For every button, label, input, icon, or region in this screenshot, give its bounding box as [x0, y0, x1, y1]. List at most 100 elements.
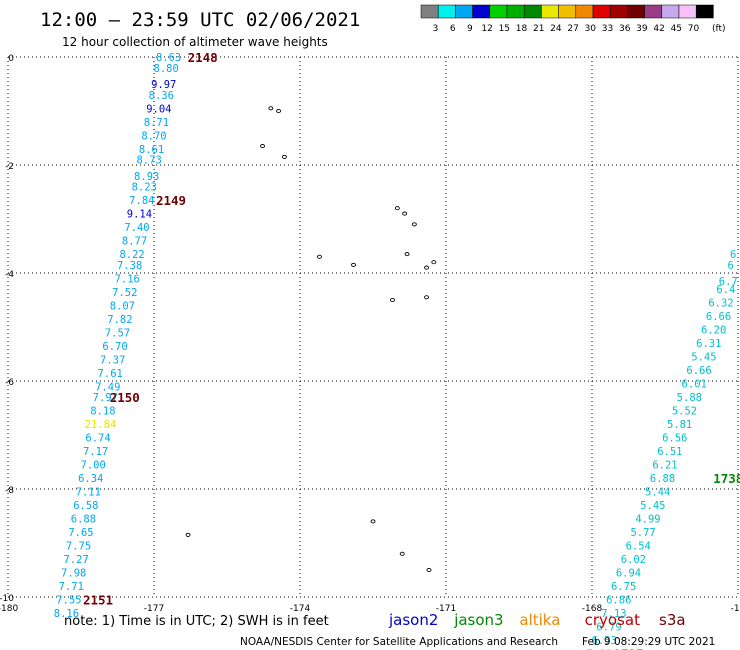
satellite-tracks: 8.638.80 9.978.369.04 8.718.70 8.618.73 8.93…: [54, 50, 740, 650]
map-grid: [7, 56, 739, 598]
lon-tick-label: -174: [290, 604, 311, 614]
swh-value-label: 8.70: [141, 130, 166, 142]
legend-swatch: [558, 4, 577, 19]
swh-value-label: 6.58: [73, 500, 98, 512]
swh-value-label: 6: [728, 260, 734, 272]
swh-value-label: 7.55: [56, 595, 81, 607]
swh-value-label: 8.63: [156, 52, 181, 64]
legend-label: 15: [499, 24, 510, 34]
swh-value-label: 6.66: [706, 311, 731, 323]
legend-swatch: [695, 4, 714, 19]
legend-label: 9: [467, 24, 473, 34]
swh-value-label: 21.84: [85, 419, 117, 431]
island-outline: [390, 297, 395, 303]
island-outline: [185, 532, 191, 537]
lat-tick-label: -6: [5, 378, 14, 388]
swh-value-label: 6.31: [696, 338, 721, 350]
swh-value-label: 6.32: [708, 298, 733, 310]
swh-value-label: 4.99: [635, 514, 660, 526]
swh-value-label: 6.70: [102, 341, 127, 353]
satellite-legend-item: jason3: [453, 611, 503, 629]
swh-value-label: 6.79: [596, 622, 621, 634]
swh-value-label: 7.11: [76, 487, 101, 499]
swh-value-label: 5.45: [640, 500, 665, 512]
swh-value-label: 8.07: [110, 300, 135, 312]
swh-value-label: 6: [730, 249, 736, 261]
swh-value-label: 6.66: [686, 365, 711, 377]
legend-swatch: [575, 4, 594, 19]
satellite-legend-item: altika: [519, 611, 560, 629]
swh-value-label: 9.14: [127, 209, 152, 221]
swh-value-label: 7.13: [601, 608, 626, 620]
swh-value-label: 8.73: [136, 155, 161, 167]
swh-value-label: 6.4: [716, 284, 735, 296]
swh-value-label: 8.22: [119, 249, 144, 261]
swh-value-label: 6.56: [662, 433, 687, 445]
island-outline: [276, 108, 282, 114]
swh-value-label: 7.61: [98, 368, 123, 380]
legend-swatch: [627, 4, 645, 19]
swh-value-label: 7.11: [587, 649, 612, 650]
lat-tick-label: -10: [0, 594, 14, 604]
legend-label: 24: [550, 24, 562, 34]
island-outlines: [185, 106, 437, 573]
swh-value-label: 7.71: [59, 581, 84, 593]
time-label: 1738: [713, 471, 740, 486]
time-label: 2148: [188, 50, 218, 65]
lat-tick-label: -4: [5, 270, 14, 280]
swh-value-label: 6.51: [657, 446, 682, 458]
swh-value-label: 7.82: [107, 314, 132, 326]
swh-value-label: 7.57: [105, 327, 130, 339]
swh-value-label: 8.61: [139, 144, 164, 156]
island-outline: [351, 262, 356, 267]
footer-note: note: 1) Time is in UTC; 2) SWH is in fe…: [64, 614, 329, 629]
swh-value-label: 7.37: [100, 354, 125, 366]
lat-tick-label: 0: [8, 54, 14, 64]
page-subtitle: 12 hour collection of altimeter wave hei…: [62, 35, 328, 49]
legend-swatch: [420, 4, 439, 19]
swh-value-label: 6.94: [616, 568, 641, 580]
island-outline: [394, 206, 400, 211]
lon-tick-label: -177: [144, 604, 164, 614]
island-outline: [260, 144, 265, 149]
legend-label: 27: [567, 24, 578, 34]
island-outline: [431, 260, 437, 265]
swh-value-label: 6.01: [682, 379, 707, 391]
time-label: 2149: [156, 193, 186, 208]
swh-value-label: 7.84: [129, 195, 154, 207]
swh-value-label: 6.54: [626, 541, 651, 553]
swh-value-label: 8.80: [154, 63, 179, 75]
satellite-legend-item: s3a: [659, 611, 686, 629]
swh-value-label: 7.27: [63, 554, 88, 566]
legend-unit: (ft): [712, 24, 726, 34]
lat-tick-label: -2: [5, 162, 14, 172]
lat-tick-label: -8: [5, 486, 14, 496]
swh-value-label: 9.04: [146, 103, 171, 115]
island-outline: [317, 254, 322, 259]
island-outline: [402, 211, 408, 216]
legend-label: 45: [671, 24, 682, 34]
legend-label: 6: [450, 24, 456, 34]
track-group: 8.638.80 9.978.369.04 8.718.70 8.618.73 8.93…: [54, 50, 218, 620]
legend-label: 30: [585, 24, 597, 34]
legend-label: 3: [433, 24, 439, 34]
track-group: 666.76.46.326.666.206.315.456.666.015.88…: [587, 249, 740, 650]
time-label: 2150: [110, 390, 140, 405]
lon-tick-label: -171: [436, 604, 456, 614]
swh-value-label: 5.52: [672, 406, 697, 418]
swh-value-label: 6.21: [652, 460, 677, 472]
legend-label: 36: [619, 24, 631, 34]
legend-label: 42: [653, 24, 664, 34]
swh-value-label: 6.7: [719, 276, 738, 288]
swh-value-label: 6.75: [611, 581, 636, 593]
island-outline: [370, 519, 376, 524]
swh-value-label: 7.16: [115, 273, 140, 285]
legend-label: 21: [533, 24, 544, 34]
swh-value-label: 8.93: [134, 171, 159, 183]
swh-value-label: 6.88: [650, 473, 675, 485]
legend-label: 39: [636, 24, 648, 34]
swh-value-label: 8.16: [54, 608, 79, 620]
swh-value-label: 6.02: [621, 554, 646, 566]
wave-height-legend: 3 6 9 12 15 18 21 24 27 30 33 36 39 42 45 70: [420, 4, 714, 34]
time-label: 2151: [83, 593, 113, 608]
